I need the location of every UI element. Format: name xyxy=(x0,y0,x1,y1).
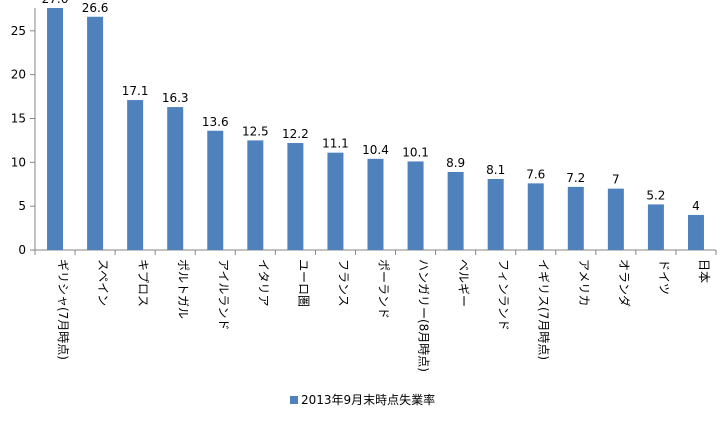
data-label: 7.6 xyxy=(526,167,545,181)
category-label: フィンランド xyxy=(497,259,511,331)
category-label: アイルランド xyxy=(216,259,230,330)
legend-swatch xyxy=(290,396,298,404)
legend-label: 2013年9月末時点失業率 xyxy=(301,392,435,407)
y-tick-label: 20 xyxy=(11,68,26,82)
category-label: ドイツ xyxy=(657,259,671,295)
bar xyxy=(567,186,584,250)
bar xyxy=(687,214,704,250)
category-label: ギリシャ(7月時点) xyxy=(56,259,70,360)
category-label: アメリカ xyxy=(577,259,591,306)
bar xyxy=(207,130,224,250)
bar xyxy=(407,161,424,250)
bar xyxy=(167,107,184,250)
category-label: スペイン xyxy=(96,259,110,306)
bar xyxy=(47,8,64,250)
bar xyxy=(327,152,344,250)
y-tick-label: 25 xyxy=(11,24,26,38)
bar xyxy=(487,178,504,250)
data-label: 17.1 xyxy=(122,84,149,98)
category-label: ポーランド xyxy=(377,259,391,319)
data-label: 7.2 xyxy=(566,171,585,185)
bar xyxy=(527,183,544,250)
category-label: キプロス xyxy=(136,259,150,307)
bar xyxy=(127,100,144,250)
data-label: 27.6 xyxy=(42,0,69,6)
category-label: イタリア xyxy=(256,259,270,307)
data-label: 26.6 xyxy=(82,1,109,15)
category-label: ハンガリー(8月時点) xyxy=(417,259,431,372)
bar xyxy=(287,143,304,250)
bar xyxy=(647,204,664,250)
y-tick-label: 10 xyxy=(11,155,26,169)
y-tick-label: 0 xyxy=(18,243,26,257)
data-label: 10.1 xyxy=(402,145,429,159)
data-label: 12.5 xyxy=(242,124,269,138)
category-label: オランダ xyxy=(617,259,632,307)
category-label: イギリス(7月時点) xyxy=(537,259,551,360)
y-tick-label: 5 xyxy=(18,199,26,213)
category-label: 日本 xyxy=(697,259,711,283)
category-label: ベルギー xyxy=(457,259,471,307)
category-label: フランス xyxy=(336,259,350,307)
data-label: 8.9 xyxy=(446,156,465,170)
data-label: 16.3 xyxy=(162,91,189,105)
bar xyxy=(447,171,464,250)
data-label: 11.1 xyxy=(322,137,349,151)
data-label: 10.4 xyxy=(362,143,389,157)
bar xyxy=(607,188,624,250)
data-label: 7 xyxy=(612,173,620,187)
category-label: ポルトガル xyxy=(176,259,190,319)
data-label: 4 xyxy=(692,199,700,213)
data-label: 13.6 xyxy=(202,115,229,129)
bar xyxy=(367,158,384,250)
data-label: 5.2 xyxy=(646,188,665,202)
bar xyxy=(247,140,264,250)
y-tick-label: 15 xyxy=(11,111,26,125)
bar xyxy=(87,16,104,251)
data-label: 12.2 xyxy=(282,127,309,141)
data-label: 8.1 xyxy=(486,163,505,177)
category-label: ユーロ圏 xyxy=(296,259,310,307)
